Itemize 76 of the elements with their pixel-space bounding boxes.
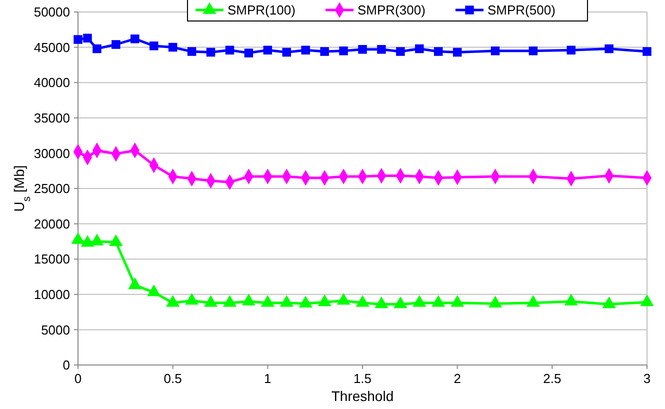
y-tick-label: 40000 bbox=[34, 75, 70, 90]
point bbox=[130, 34, 140, 44]
point bbox=[244, 48, 254, 58]
y-tick-label: 15000 bbox=[34, 252, 70, 267]
point bbox=[92, 44, 102, 54]
point bbox=[356, 296, 369, 307]
point bbox=[166, 296, 180, 307]
point bbox=[434, 47, 443, 56]
point bbox=[528, 46, 538, 56]
point bbox=[602, 296, 616, 308]
y-tick-label: 35000 bbox=[34, 110, 70, 126]
legend-label: SMPR(500) bbox=[488, 2, 556, 18]
y-tick-label: 25000 bbox=[34, 181, 70, 196]
point bbox=[320, 47, 329, 56]
x-tick-label: 1 bbox=[264, 371, 272, 386]
point bbox=[90, 234, 104, 246]
point bbox=[282, 48, 292, 57]
point bbox=[147, 284, 160, 296]
y-tick-label: 10000 bbox=[34, 286, 70, 302]
point bbox=[490, 46, 500, 56]
legend-label: SMPR(300) bbox=[358, 2, 426, 18]
point bbox=[168, 42, 178, 52]
point bbox=[263, 46, 272, 54]
point bbox=[112, 40, 120, 49]
point bbox=[72, 232, 84, 244]
point bbox=[432, 296, 445, 307]
x-tick-label: 0 bbox=[74, 371, 82, 386]
point bbox=[261, 296, 274, 307]
x-tick-label: 3 bbox=[643, 371, 651, 386]
point bbox=[450, 296, 464, 307]
y-tick-label: 50000 bbox=[34, 4, 70, 20]
point bbox=[339, 46, 348, 56]
point bbox=[375, 296, 388, 308]
point bbox=[187, 47, 196, 56]
point bbox=[377, 45, 386, 54]
point bbox=[74, 35, 82, 44]
point bbox=[337, 293, 350, 305]
x-tick-label: 2.5 bbox=[543, 371, 562, 386]
x-tick-label: 1.5 bbox=[353, 371, 372, 386]
point bbox=[206, 48, 216, 57]
point bbox=[396, 47, 405, 56]
y-tick-label: 5000 bbox=[41, 322, 70, 338]
point bbox=[83, 34, 92, 42]
point bbox=[128, 278, 142, 290]
point bbox=[149, 42, 158, 50]
point bbox=[301, 46, 310, 54]
point bbox=[566, 46, 576, 54]
point bbox=[488, 296, 502, 308]
point bbox=[415, 44, 424, 54]
point bbox=[110, 234, 122, 246]
point bbox=[640, 294, 654, 306]
point bbox=[358, 45, 367, 54]
point bbox=[223, 296, 236, 307]
point bbox=[299, 296, 312, 308]
x-axis-title: Threshold bbox=[331, 388, 394, 404]
point bbox=[204, 296, 218, 307]
point bbox=[185, 293, 198, 305]
x-tick-label: 0.5 bbox=[164, 371, 182, 386]
point bbox=[413, 296, 426, 307]
legend-label: SMPR(100) bbox=[228, 2, 296, 18]
point bbox=[280, 296, 294, 307]
x-tick-label: 2 bbox=[454, 371, 461, 386]
point bbox=[604, 44, 614, 54]
point bbox=[642, 47, 652, 56]
y-tick-label: 30000 bbox=[34, 146, 70, 161]
point bbox=[452, 48, 462, 57]
point bbox=[318, 294, 331, 306]
y-tick-label: 20000 bbox=[34, 216, 70, 232]
point bbox=[81, 236, 94, 247]
point bbox=[225, 46, 234, 54]
y-tick-label: 0 bbox=[62, 358, 70, 373]
y-tick-label: 45000 bbox=[34, 40, 70, 55]
point bbox=[242, 294, 256, 306]
point bbox=[526, 296, 540, 307]
point bbox=[564, 294, 578, 306]
point bbox=[394, 296, 407, 308]
